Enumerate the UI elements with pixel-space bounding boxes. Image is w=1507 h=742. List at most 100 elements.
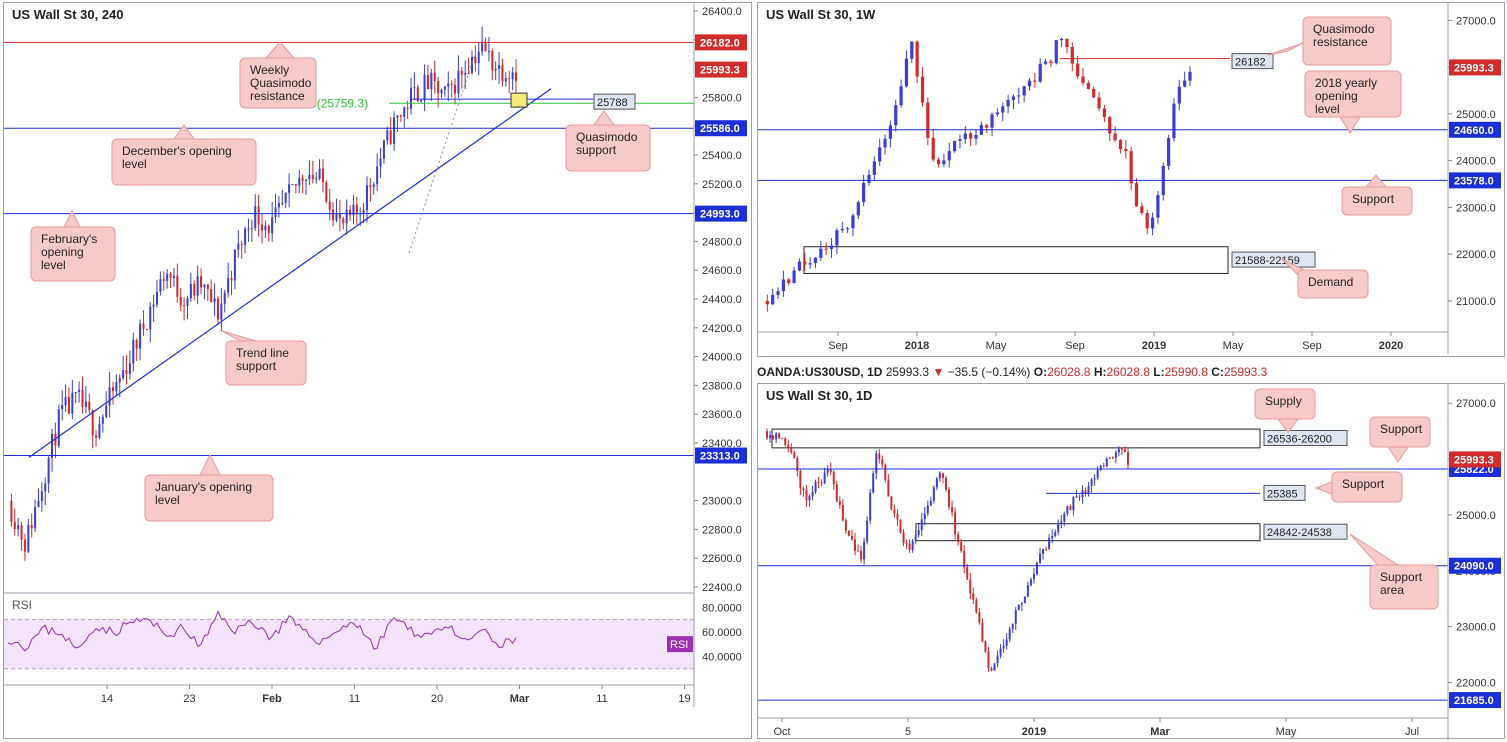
candle-body	[1177, 86, 1181, 104]
candle-body	[396, 115, 399, 118]
d1-candles	[766, 428, 1129, 672]
candle-body	[1118, 140, 1123, 150]
candle-body	[57, 409, 60, 446]
candle-body	[433, 72, 436, 82]
time-tick-label: 2019	[1022, 726, 1046, 738]
candle-body	[40, 491, 43, 501]
h4-chart-svg[interactable]: 50.00%(25759.3) 25788 RSI 80.000060.000040…	[4, 3, 753, 740]
candle-body	[30, 524, 33, 529]
candle-body	[948, 489, 951, 508]
candle-body	[470, 56, 473, 74]
candle-body	[484, 41, 487, 52]
candle-body	[1092, 88, 1096, 98]
price-label-box	[1449, 692, 1501, 709]
demand-zone-tag-text: 21588-22159	[1235, 255, 1300, 267]
candle-body	[23, 539, 26, 552]
candle-body	[372, 184, 375, 188]
callout-support-25385-text: Support	[1342, 477, 1385, 491]
callout-weekly-support: Support	[1341, 174, 1413, 216]
candle-body	[872, 473, 875, 493]
candle-body	[403, 107, 406, 117]
h4-chart-panel[interactable]: 50.00%(25759.3) 25788 RSI 80.0000 60.0000 40…	[3, 2, 752, 739]
candle-body	[189, 284, 192, 299]
candle-body	[1020, 603, 1023, 605]
callout-trend-line-support-box	[225, 340, 307, 386]
candle-body	[1001, 106, 1005, 113]
candle-body	[1038, 63, 1042, 82]
candle-body	[851, 215, 855, 229]
candle-body	[338, 213, 341, 219]
candle-body	[413, 87, 416, 89]
supply-zone-tag-text: 26536-26200	[1267, 433, 1332, 445]
d1-chart-panel[interactable]: 26536-26200 24842-24538 25385 27000.026000…	[757, 383, 1506, 740]
price-tick-label: 21000.0	[1456, 296, 1496, 308]
candle-body	[802, 488, 805, 491]
candle-body	[481, 41, 484, 52]
candle-body	[775, 433, 778, 440]
info-high-label: H:	[1093, 365, 1107, 379]
candle-body	[835, 230, 839, 246]
candle-body	[1032, 574, 1035, 580]
candle-body	[984, 641, 987, 652]
candle-body	[942, 160, 946, 165]
time-tick-label: May	[1223, 340, 1244, 352]
candle-body	[974, 134, 978, 139]
d1-time-axis: Oct 5 2019 Mar May Jul	[758, 717, 1448, 738]
candle-body	[1002, 645, 1005, 649]
candle-body	[975, 599, 978, 613]
candle-body	[826, 468, 829, 473]
candle-body	[847, 530, 850, 536]
candle-body	[893, 509, 896, 514]
candle-body	[875, 453, 878, 474]
candle-body	[960, 541, 963, 551]
price-tick-label: 24200.0	[702, 323, 742, 335]
candle-body	[1045, 549, 1048, 551]
price-tick-label: 22600.0	[702, 553, 742, 565]
candle-body	[951, 507, 954, 513]
candle-body	[105, 405, 108, 417]
candle-body	[1090, 479, 1093, 487]
candle-body	[1140, 206, 1144, 214]
candle-body	[796, 457, 799, 472]
candle-body	[450, 83, 453, 86]
candle-body	[820, 482, 823, 484]
candle-body	[850, 535, 853, 540]
candle-body	[179, 296, 182, 306]
candle-body	[267, 225, 270, 234]
candle-body	[860, 551, 863, 560]
candle-body	[899, 519, 902, 533]
candle-body	[772, 435, 775, 440]
candle-body	[318, 168, 321, 179]
candle-body	[805, 490, 808, 501]
callout-december-opening-pointer	[173, 124, 195, 140]
quasimodo-support-tag-text: 25788	[597, 97, 628, 109]
rsi-tick-label: 40.0000	[702, 651, 742, 663]
candle-body	[787, 444, 790, 448]
candle-body	[793, 452, 796, 458]
candle-body	[808, 496, 811, 501]
callout-weekly-qm-resistance-box	[239, 57, 317, 109]
candle-body	[1072, 497, 1075, 511]
candle-body	[128, 363, 131, 374]
candle-body	[1108, 116, 1112, 134]
candle-body	[362, 210, 365, 214]
price-tick-label: 25800.0	[702, 92, 742, 104]
quasimodo-support-tag-box	[593, 93, 636, 110]
candle-body	[954, 512, 957, 535]
d1-chart-svg[interactable]: 26536-26200 24842-24538 25385 27000.026000…	[758, 384, 1506, 740]
candle-body	[98, 423, 101, 438]
candle-body	[1070, 46, 1074, 64]
candle-body	[966, 567, 969, 580]
candle-body	[349, 209, 352, 216]
callout-2018-yearly-opening-box	[1304, 70, 1402, 118]
candle-body	[1054, 40, 1058, 64]
candle-body	[135, 340, 138, 349]
candle-body	[335, 213, 338, 221]
candle-body	[230, 278, 233, 281]
supply-zone-rect	[771, 428, 1261, 449]
w1-candles	[765, 37, 1192, 312]
candle-body	[1113, 133, 1117, 141]
candle-body	[145, 329, 148, 331]
